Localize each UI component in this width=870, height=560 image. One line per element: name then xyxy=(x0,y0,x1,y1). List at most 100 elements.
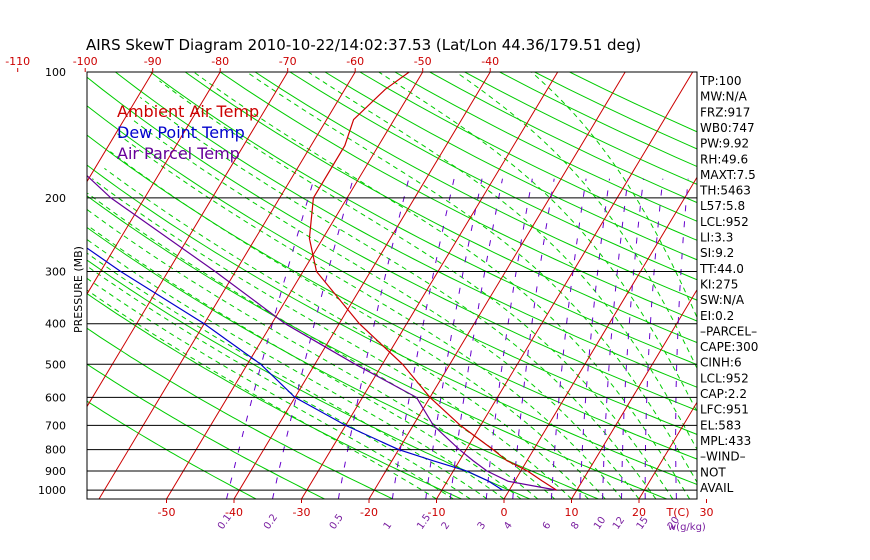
isotherm xyxy=(368,72,626,499)
mixing-ratio-line xyxy=(550,178,587,499)
moist-adiabat xyxy=(110,151,606,499)
bottom-temp-tick-label: 20 xyxy=(632,506,646,519)
index-entry: L57:5.8 xyxy=(700,199,745,213)
temp-unit-label: T(C) xyxy=(666,506,690,519)
legend-entry: Dew Point Temp xyxy=(117,123,245,142)
moist-adiabat xyxy=(87,238,505,499)
mixing-ratio-unit-label: w(g/kg) xyxy=(668,522,706,533)
index-entry: EI:0.2 xyxy=(700,309,734,323)
mixing-ratio-label: 2 xyxy=(440,520,453,532)
top-temp-tick-label: -70 xyxy=(279,55,297,68)
dry-adiabat xyxy=(150,72,697,366)
dry-adiabat xyxy=(87,164,697,485)
dry-adiabat xyxy=(324,72,697,261)
bottom-temp-tick-label: -10 xyxy=(428,506,446,519)
dry-adiabat xyxy=(289,72,697,281)
dry-adiabat xyxy=(87,226,599,499)
dry-adiabat xyxy=(87,327,394,499)
pressure-tick-label: 600 xyxy=(45,391,66,404)
bottom-temp-tick-label: 0 xyxy=(501,506,508,519)
mixing-ratio-line xyxy=(226,178,315,499)
mixing-ratio-line xyxy=(675,178,689,499)
mixing-ratio-label: 1 xyxy=(382,520,395,532)
index-entry: EL:583 xyxy=(700,418,741,432)
index-entry: AVAIL xyxy=(700,481,734,495)
mixing-ratio-line xyxy=(512,178,555,499)
legend: Ambient Air Temp Dew Point Temp Air Parcel… xyxy=(117,102,259,163)
isotherm xyxy=(87,72,289,408)
bottom-temp-tick-label: -30 xyxy=(293,506,311,519)
parcel-line xyxy=(87,174,557,491)
pressure-tick-label: 800 xyxy=(45,444,66,457)
dewpoint-line xyxy=(87,247,503,491)
chart-title: AIRS SkewT Diagram 2010-10-22/14:02:37.5… xyxy=(86,36,641,54)
moist-adiabat xyxy=(87,252,488,499)
dry-adiabat xyxy=(87,105,697,435)
mixing-ratio-line xyxy=(602,178,629,499)
index-entry: LI:3.3 xyxy=(700,231,733,245)
moist-adiabat xyxy=(87,289,437,499)
isotherm xyxy=(436,72,694,499)
mixing-ratio-label: 12 xyxy=(611,515,627,532)
index-entry: PW:9.92 xyxy=(700,137,749,151)
index-entry: TH:5463 xyxy=(699,184,751,198)
dry-adiabat xyxy=(87,134,697,460)
pressure-tick-label: 300 xyxy=(45,266,66,279)
moist-adiabat xyxy=(193,72,691,499)
index-entry: LCL:952 xyxy=(700,371,749,385)
pressure-tick-label: 500 xyxy=(45,358,66,371)
mixing-ratio-line xyxy=(748,179,755,499)
legend-entry: Ambient Air Temp xyxy=(117,102,259,121)
mixing-ratio-label: 0.2 xyxy=(262,512,280,531)
isotherm xyxy=(571,288,697,499)
index-entry: NOT xyxy=(700,465,726,479)
mixing-ratio-line xyxy=(391,178,455,499)
index-entry: CAPE:300 xyxy=(700,340,758,354)
isotherm xyxy=(233,72,491,499)
dry-adiabat xyxy=(87,293,462,499)
index-entry: –PARCEL– xyxy=(700,324,757,338)
mixing-ratio-line xyxy=(425,178,483,499)
isotherm xyxy=(774,72,870,499)
index-entry: CAP:2.2 xyxy=(700,387,747,401)
moist-adiabat xyxy=(246,72,697,484)
bottom-temp-tick-label: -40 xyxy=(225,506,243,519)
isotherm xyxy=(301,72,559,499)
isotherm xyxy=(0,72,18,499)
index-entry: MW:N/A xyxy=(700,90,748,104)
moist-adiabat xyxy=(87,265,471,499)
index-entry: TP:100 xyxy=(699,74,742,88)
index-entry: MPL:433 xyxy=(700,434,751,448)
isotherm xyxy=(842,72,870,499)
mixing-ratio-line xyxy=(337,178,410,499)
index-entry: MAXT:7.5 xyxy=(700,168,756,182)
mixing-ratio-label: 6 xyxy=(541,520,554,532)
bottom-temp-tick-label: -50 xyxy=(158,506,176,519)
moist-adiabat xyxy=(91,178,572,499)
dry-adiabat xyxy=(87,195,667,499)
top-temp-tick-label: -80 xyxy=(211,55,229,68)
moist-adiabat xyxy=(87,224,522,499)
index-entry: LCL:952 xyxy=(700,215,749,229)
mixing-ratio-line xyxy=(272,178,354,499)
mixing-ratio-label: 8 xyxy=(569,520,582,532)
mixing-ratio-line xyxy=(579,178,610,499)
top-temp-tick-label: -90 xyxy=(144,55,162,68)
mixing-ratio-line xyxy=(485,178,533,499)
dry-adiabat xyxy=(254,72,697,301)
pressure-tick-label: 700 xyxy=(45,419,66,432)
dry-adiabat xyxy=(219,72,697,322)
index-entry: LFC:951 xyxy=(700,403,749,417)
isotherm xyxy=(87,72,154,183)
plot-frame xyxy=(86,71,698,500)
dry-adiabat xyxy=(87,76,697,412)
moist-adiabat xyxy=(139,96,657,499)
moist-adiabat xyxy=(87,277,454,499)
dry-adiabat xyxy=(115,72,697,388)
moist-adiabat xyxy=(87,192,555,499)
isotherm xyxy=(98,72,356,499)
index-entry: RH:49.6 xyxy=(700,152,748,166)
pressure-tick-label: 200 xyxy=(45,192,66,205)
pressure-tick-label: 1000 xyxy=(38,484,66,497)
